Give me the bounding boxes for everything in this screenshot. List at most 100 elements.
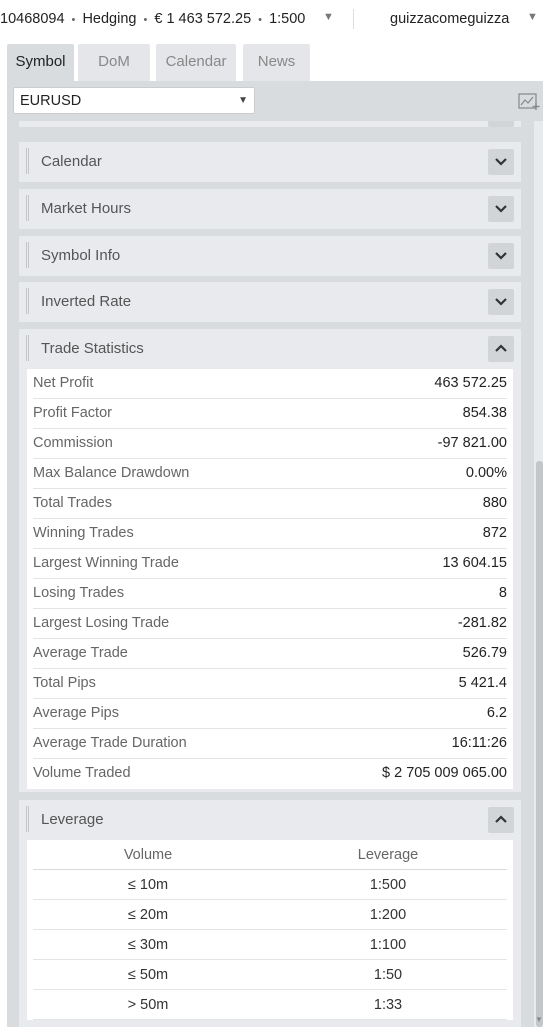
leverage-cell: 1:200 [369,907,407,923]
drag-handle-icon[interactable] [26,288,29,314]
table-row: Total Trades 880 [33,489,507,519]
stat-label: Net Profit [33,375,94,391]
stat-value: 13 604.15 [442,555,507,571]
table-row: ≤ 20m 1:200 [33,900,507,930]
section-leverage: Leverage Volume Leverage ≤ 10m 1:500 ≤ 20… [19,800,521,1027]
section-inverted-rate[interactable]: Inverted Rate [19,282,521,322]
table-row: ≤ 10m 1:500 [33,870,507,900]
symbol-value: EURUSD [20,93,82,109]
drag-handle-icon[interactable] [26,195,29,221]
toggle-button[interactable] [488,121,514,127]
trade-statistics-table: Net Profit 463 572.25 Profit Factor 854.38… [27,369,513,789]
stat-value: 0.00% [465,465,507,481]
stat-label: Max Balance Drawdown [33,465,190,481]
tab-dom[interactable]: DoM [78,44,150,82]
table-row: ≤ 50m 1:50 [33,960,507,990]
stat-value: 526.79 [462,645,507,661]
table-row: Max Balance Drawdown 0.00% [33,459,507,489]
table-row: Profit Factor 854.38 [33,399,507,429]
open-chart-icon[interactable] [518,91,540,111]
section-title: Symbol Info [41,247,121,264]
stat-label: Average Pips [33,705,119,721]
stat-label: Profit Factor [33,405,112,421]
volume-cell: > 50m [127,997,169,1013]
section-title: Trade Statistics [41,340,144,357]
leverage-cell: 1:33 [373,997,403,1013]
drag-handle-icon[interactable] [26,335,29,361]
section-market-hours[interactable]: Market Hours [19,189,521,229]
volume-cell: ≤ 10m [127,877,169,893]
table-row: Winning Trades 872 [33,519,507,549]
stat-label: Average Trade [33,645,128,661]
tab-calendar[interactable]: Calendar [156,44,236,82]
symbol-bar: EURUSD ▼ [7,81,543,121]
stat-value: $ 2 705 009 065.00 [382,765,507,781]
chevron-down-icon[interactable]: ▼ [527,11,538,23]
stat-label: Volume Traded [33,765,131,781]
tab-news[interactable]: News [243,44,310,82]
scrollbar-thumb[interactable] [536,461,543,1027]
stat-value: 16:11:26 [451,735,507,751]
table-row: ≤ 30m 1:100 [33,930,507,960]
table-row: Commission -97 821.00 [33,429,507,459]
stat-label: Total Pips [33,675,96,691]
username[interactable]: guizzacomeguizza [390,11,510,27]
section-symbol-info[interactable]: Symbol Info [19,236,521,276]
chevron-down-icon [495,252,507,260]
section-calendar[interactable]: Calendar [19,142,521,182]
expand-button[interactable] [488,149,514,175]
section-title: Market Hours [41,200,132,217]
stat-label: Total Trades [33,495,112,511]
table-row: Average Trade Duration 16:11:26 [33,729,507,759]
table-row: > 50m 1:33 [33,990,507,1020]
leverage-cell: 1:50 [373,967,403,983]
collapse-button[interactable] [488,807,514,833]
scroll-down-icon[interactable]: ▼ [535,1015,543,1024]
chevron-down-icon [495,205,507,213]
account-mode: Hedging [82,11,137,27]
section-clipped [19,121,521,127]
account-selector[interactable]: 10468094 • Hedging • € 1 463 572.25 • 1:… [0,11,305,27]
stat-value: 854.38 [462,405,507,421]
table-header: Volume Leverage [33,840,507,870]
chevron-down-icon: ▼ [238,95,248,106]
stat-label: Largest Winning Trade [33,555,179,571]
drag-handle-icon[interactable] [26,242,29,268]
separator: • [143,14,148,26]
table-row: Losing Trades 8 [33,579,507,609]
leverage-cell: 1:100 [369,937,407,953]
table-row: Net Profit 463 572.25 [33,369,507,399]
account-leverage: 1:500 [269,11,306,27]
separator: • [258,14,263,26]
stat-value: 880 [482,495,507,511]
drag-handle-icon[interactable] [26,148,29,174]
stat-value: 6.2 [486,705,507,721]
stat-label: Winning Trades [33,525,134,541]
table-row: Largest Losing Trade -281.82 [33,609,507,639]
tab-symbol[interactable]: Symbol [7,44,74,82]
expand-button[interactable] [488,196,514,222]
separator: • [71,14,76,26]
collapse-button[interactable] [488,336,514,362]
stat-value: -281.82 [457,615,507,631]
section-trade-statistics: Trade Statistics Net Profit 463 572.25 Pr… [19,329,521,792]
volume-cell: ≤ 20m [127,907,169,923]
symbol-panel: Calendar Market Hours Symbol Info Invert… [7,121,543,1027]
drag-handle-icon[interactable] [26,806,29,832]
account-id: 10468094 [0,11,65,27]
section-title: Inverted Rate [41,293,132,310]
chevron-down-icon[interactable]: ▼ [323,11,334,23]
table-row: Average Trade 526.79 [33,639,507,669]
symbol-select[interactable]: EURUSD ▼ [13,87,255,114]
section-title: Leverage [41,811,104,828]
stat-value: 8 [498,585,507,601]
leverage-cell: 1:500 [369,877,407,893]
expand-button[interactable] [488,243,514,269]
column-header-volume: Volume [123,847,173,863]
expand-button[interactable] [488,289,514,315]
stat-value: 463 572.25 [434,375,507,391]
account-balance: € 1 463 572.25 [154,11,252,27]
volume-cell: ≤ 30m [127,937,169,953]
volume-cell: ≤ 50m [127,967,169,983]
account-bar: 10468094 • Hedging • € 1 463 572.25 • 1:… [0,0,543,38]
